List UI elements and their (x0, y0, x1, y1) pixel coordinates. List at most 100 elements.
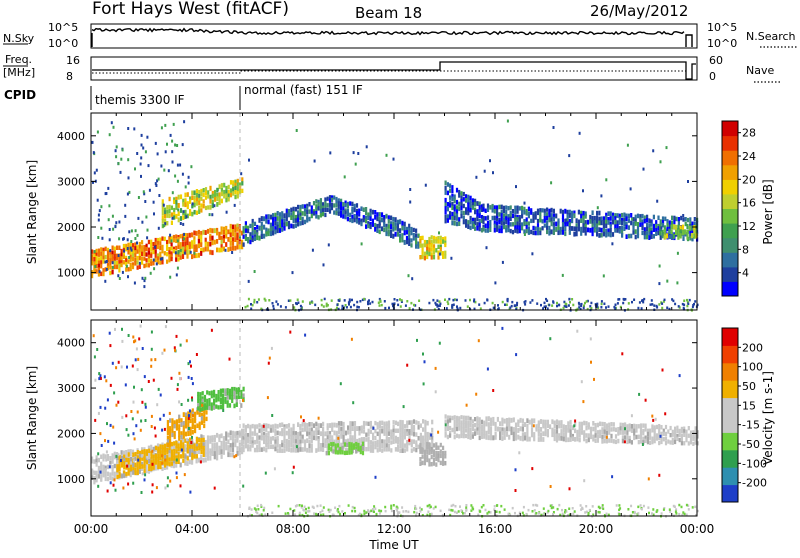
echo-cell (238, 227, 241, 233)
echo-cell (131, 249, 135, 254)
echo-cell (129, 250, 132, 255)
echo-cell (109, 262, 112, 267)
echo-cell (116, 264, 119, 270)
echo-cell (372, 441, 375, 446)
scatter-cell (127, 433, 130, 437)
echo-cell (123, 473, 126, 478)
echo-cell (426, 246, 429, 252)
echo-cell (678, 437, 681, 443)
echo-cell (569, 424, 572, 430)
echo-cell (182, 201, 185, 207)
echo-cell (306, 431, 309, 437)
echo-cell (290, 223, 293, 229)
echo-cell (539, 208, 542, 213)
colorbar-tick-label: 12 (742, 220, 756, 233)
echo-cell (241, 239, 244, 245)
echo-cell (274, 216, 277, 222)
echo-cell (661, 216, 665, 221)
echo-cell (500, 204, 503, 210)
echo-cell (175, 205, 178, 210)
echo-cell (534, 215, 537, 220)
echo-cell (653, 427, 656, 433)
echo-cell (290, 434, 293, 440)
echo-cell (204, 187, 208, 192)
echo-cell (555, 433, 559, 439)
echo-cell (244, 224, 247, 230)
scatter-cell (107, 186, 110, 190)
echo-cell (342, 439, 345, 444)
echo-cell (116, 261, 119, 266)
echo-band (161, 177, 244, 229)
echo-cell (349, 421, 352, 426)
echo-cell (478, 435, 481, 441)
ground-scatter-cell (627, 508, 630, 511)
scatter-cell (477, 339, 480, 343)
echo-cell (349, 201, 352, 206)
colorbar-segment (722, 135, 738, 151)
echo-cell (376, 443, 379, 448)
echo-cell (561, 222, 565, 227)
echo-cell (91, 258, 94, 263)
scatter-cell (137, 216, 140, 220)
echo-cell (337, 201, 340, 206)
echo-cell (458, 434, 461, 439)
ground-scatter-cell (668, 307, 671, 311)
echo-cell (233, 403, 236, 409)
echo-cell (225, 189, 228, 195)
echo-cell (278, 431, 282, 436)
echo-cell (641, 225, 644, 230)
echo-cell (658, 428, 661, 433)
scatter-cell (169, 133, 172, 137)
echo-cell (543, 223, 546, 228)
velocity-panel-frame (90, 319, 698, 517)
echo-cell (596, 430, 599, 435)
echo-cell (378, 440, 381, 445)
echo-cell (634, 229, 637, 234)
echo-cell (324, 204, 327, 209)
echo-cell (182, 433, 185, 439)
scatter-cell (185, 215, 188, 219)
echo-cell (195, 244, 198, 250)
scatter-cell (126, 238, 129, 242)
echo-cell (673, 215, 676, 221)
scatter-cell (115, 454, 118, 458)
echo-cell (555, 213, 558, 219)
echo-cell (206, 448, 210, 453)
echo-cell (182, 429, 185, 435)
echo-cell (534, 226, 537, 231)
scatter-cell (99, 432, 102, 436)
echo-cell (662, 437, 665, 442)
echo-cell (106, 476, 110, 482)
scatter-cell (409, 188, 412, 191)
echo-cell (213, 398, 216, 403)
echo-cell (596, 434, 599, 440)
echo-cell (578, 425, 581, 430)
echo-cell (689, 436, 693, 441)
scatter-cell (105, 268, 108, 271)
echo-cell (303, 427, 307, 432)
echo-cell (491, 208, 494, 213)
echo-cell (141, 251, 144, 257)
echo-cell (166, 461, 169, 466)
scatter-cell (176, 179, 179, 183)
scatter-cell (611, 475, 614, 479)
echo-cell (222, 234, 225, 240)
scatter-cell (322, 263, 325, 267)
echo-cell (630, 440, 633, 445)
echo-cell (161, 455, 164, 460)
echo-cell (336, 450, 340, 455)
echo-cell (249, 431, 252, 436)
echo-cell (349, 429, 352, 435)
echo-cell (227, 448, 230, 454)
ground-scatter-cell (445, 307, 448, 310)
ground-scatter-cell (287, 299, 290, 302)
echo-cell (253, 229, 257, 235)
echo-cell (131, 449, 135, 454)
echo-cell (444, 414, 447, 419)
echo-cell (392, 424, 395, 430)
echo-cell (526, 418, 529, 424)
echo-cell (95, 477, 98, 483)
freq-left-label: Freq. (5, 53, 32, 66)
echo-cell (410, 431, 413, 436)
echo-cell (222, 450, 225, 455)
